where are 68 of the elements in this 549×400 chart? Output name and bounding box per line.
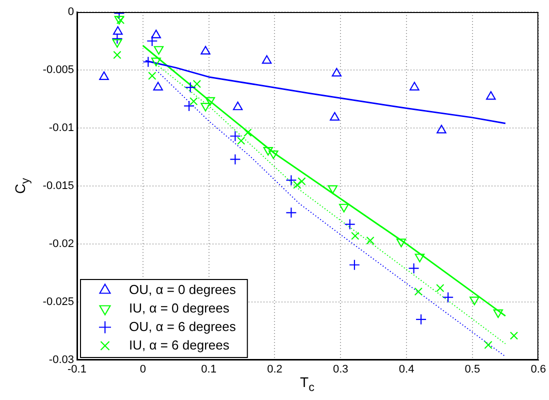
point [230, 130, 241, 142]
legend-label: IU, α = 0 degrees [129, 300, 230, 316]
point [244, 128, 252, 137]
point [414, 287, 422, 296]
point [286, 207, 297, 218]
point [410, 82, 420, 90]
point [112, 33, 123, 44]
point [192, 80, 202, 88]
point [484, 340, 492, 350]
point [268, 150, 278, 160]
y-tick-label: -0.01 [48, 122, 74, 134]
x-tick-label: 0.6 [530, 364, 546, 376]
point [366, 236, 374, 245]
y-tick-label: -0.02 [48, 238, 74, 250]
point [116, 16, 125, 24]
legend-label: OU, α = 6 degrees [129, 318, 236, 334]
point [190, 97, 198, 106]
y-tick-label: -0.03 [48, 354, 74, 366]
point [348, 259, 360, 270]
point [153, 82, 163, 90]
point [183, 100, 195, 112]
x-tick-label: 0.2 [267, 364, 282, 376]
point [344, 218, 356, 230]
point [113, 50, 122, 60]
y-tick-label: -0.015 [42, 180, 74, 192]
point [510, 332, 518, 340]
x-tick-label: 0.1 [201, 364, 216, 376]
point [146, 35, 158, 47]
point [436, 284, 444, 292]
point [330, 112, 340, 121]
point [332, 68, 342, 77]
point [408, 262, 420, 274]
point [112, 26, 123, 35]
point [237, 136, 246, 145]
point [442, 292, 454, 303]
point [396, 238, 406, 248]
point [414, 254, 425, 262]
point [298, 177, 306, 186]
point [230, 154, 241, 165]
point [351, 232, 360, 240]
point [339, 204, 349, 212]
y-tick-label: -0.025 [42, 296, 74, 308]
point [415, 314, 427, 325]
legend-label: OU, α = 0 degrees [129, 282, 236, 297]
y-tick-label: -0.005 [42, 64, 74, 76]
x-axis-title: T$_{c}$ [300, 374, 314, 394]
point [148, 72, 156, 80]
point [151, 30, 161, 38]
x-tick-label: 0.3 [332, 364, 348, 376]
x-tick-label: 0.5 [464, 364, 480, 376]
point [262, 55, 272, 64]
point [293, 180, 302, 189]
point [436, 124, 446, 134]
point [263, 146, 274, 156]
point [286, 174, 297, 186]
y-tick-label: 0 [68, 6, 74, 18]
point [184, 82, 196, 93]
point [232, 102, 243, 110]
x-tick-label: 0.4 [398, 364, 414, 376]
point [470, 296, 480, 306]
point [328, 185, 338, 194]
point [200, 46, 210, 54]
point [493, 309, 504, 318]
point [486, 91, 496, 100]
x-tick-label: 0 [140, 364, 146, 376]
point [99, 71, 109, 80]
x-tick-label: -0.1 [68, 364, 86, 376]
legend-label: IU, α = 6 degrees [129, 337, 230, 352]
